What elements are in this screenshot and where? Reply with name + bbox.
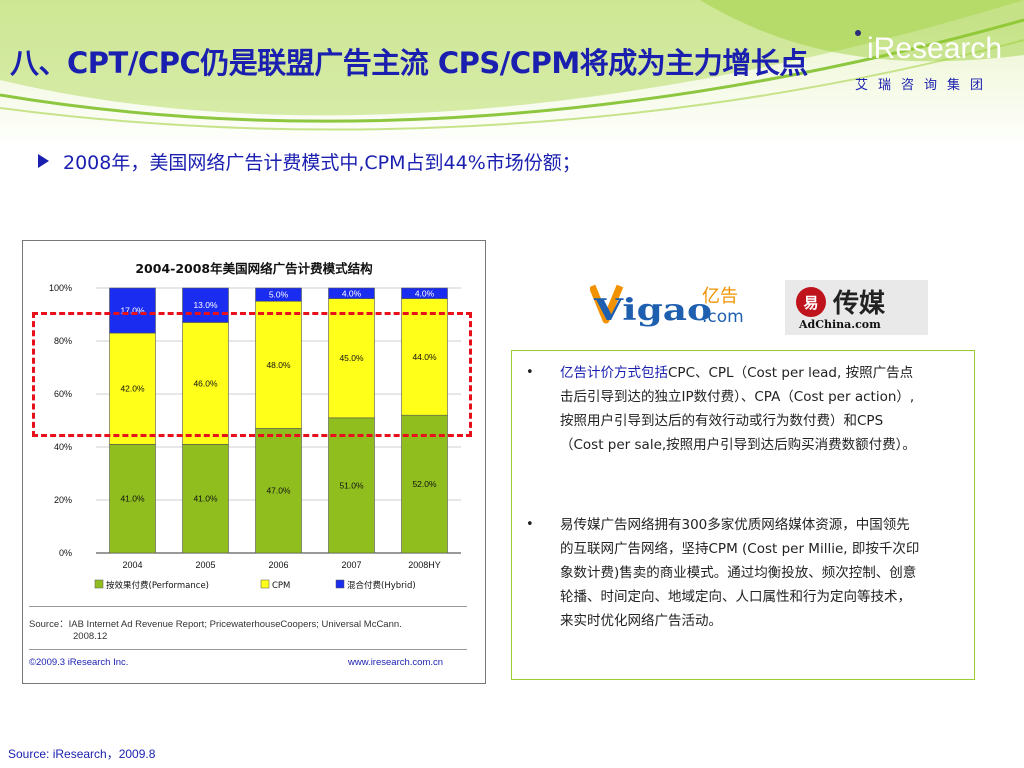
info-box: • 亿告计价方式包括CPC、CPL（Cost per lead, 按照广告点击后… (511, 350, 975, 680)
arrow-bullet-icon (38, 154, 49, 168)
info-item-vigao: • 亿告计价方式包括CPC、CPL（Cost per lead, 按照广告点击后… (526, 361, 920, 457)
iresearch-logo: iResearch 艾瑞咨询集团 (845, 30, 1020, 93)
y-tick-label: 0% (59, 548, 72, 558)
highlight-dashed-box (32, 312, 472, 437)
data-label: 41.0% (193, 494, 218, 504)
bullet-dot: • (526, 365, 534, 380)
chart-source-date: 2008.12 (73, 631, 108, 642)
logo-chinese: 艾瑞咨询集团 (855, 78, 994, 93)
x-tick-label: 2005 (195, 560, 215, 570)
x-tick-label: 2004 (122, 560, 142, 570)
bar-segment (109, 444, 156, 554)
bar-segment (255, 428, 302, 554)
vigao-com: .com (702, 307, 744, 327)
info-item-lead: 亿告计价方式包括 (560, 365, 668, 381)
info-item-adchina: • 易传媒广告网络拥有300多家优质网络媒体资源，中国领先的互联网广告网络，坚持… (526, 513, 920, 633)
y-tick-label: 80% (54, 336, 72, 346)
data-label: 41.0% (120, 494, 145, 504)
bar-segment (109, 332, 156, 445)
logo-dot-icon (855, 30, 861, 36)
x-tick-label: 2006 (268, 560, 288, 570)
adchina-emblem-icon (796, 287, 826, 317)
bar-segment (255, 300, 302, 429)
adchina-word: AdChina.com (798, 318, 881, 331)
divider-line (29, 649, 467, 650)
vigao-word: Vigao (593, 293, 712, 328)
adchina-cn: 传媒 (832, 289, 886, 319)
bar-segment (401, 298, 448, 416)
divider-line (29, 606, 467, 607)
legend-label: 混合付费(Hybrid) (347, 580, 416, 591)
copyright: ©2009.3 iResearch Inc. (29, 657, 129, 668)
legend-swatch (94, 579, 104, 589)
bar-segment (328, 417, 375, 554)
y-tick-label: 60% (54, 389, 72, 399)
website-link[interactable]: www.iresearch.com.cn (348, 657, 444, 668)
bullet-text: 2008年，美国网络广告计费模式中,CPM占到44%市场份额； (63, 152, 581, 174)
legend-label: CPM (272, 581, 290, 591)
logo-word: iResearch (867, 32, 1003, 65)
header-background (0, 0, 1024, 150)
bar-segment (109, 287, 156, 334)
y-tick-label: 40% (54, 442, 72, 452)
adchina-logo: 易 传媒 AdChina.com (785, 280, 928, 335)
x-tick-label: 2008HY (408, 560, 441, 570)
data-label: 4.0% (415, 288, 435, 298)
bar-segment (182, 287, 229, 323)
legend-swatch (260, 579, 270, 589)
bar-segment (328, 298, 375, 419)
y-tick-label: 100% (49, 283, 72, 293)
data-label: 46.0% (193, 378, 218, 388)
vigao-v-icon (590, 284, 624, 324)
info-item-text: CPC、CPL（Cost per lead, 按照广告点击后引导到达的独立IP数… (560, 365, 916, 453)
bullet-dot: • (526, 517, 534, 532)
bar-segment (255, 287, 302, 302)
data-label: 13.0% (193, 300, 218, 310)
legend-label: 按效果付费(Performance) (106, 580, 209, 591)
data-label: 48.0% (266, 360, 291, 370)
data-label: 52.0% (412, 479, 437, 489)
chart-source: Source：IAB Internet Ad Revenue Report; P… (29, 619, 402, 630)
stacked-bar-chart: 2004-2008年美国网络广告计费模式结构 0% 20% 40% 60% 80% 100… (49, 261, 461, 591)
bar-segment (401, 414, 448, 554)
chart-title: 2004-2008年美国网络广告计费模式结构 (135, 261, 372, 276)
y-tick-label: 20% (54, 495, 72, 505)
legend-swatch (335, 579, 345, 589)
info-item-text: 易传媒广告网络拥有300多家优质网络媒体资源，中国领先的互联网广告网络，坚持CP… (560, 517, 920, 629)
data-label: 17.0% (120, 306, 145, 316)
data-label: 4.0% (342, 288, 362, 298)
bar-segment (182, 322, 229, 445)
vigao-cn: 亿告 (702, 286, 738, 307)
bar-segment (328, 287, 375, 299)
data-label: 42.0% (120, 384, 145, 394)
svg-text:易: 易 (803, 294, 818, 312)
slide-title: 八、CPT/CPC仍是联盟广告主流 CPS/CPM将成为主力增长点 (10, 46, 808, 80)
data-label: 5.0% (269, 290, 289, 300)
data-label: 51.0% (339, 480, 364, 490)
vigao-logo: Vigao 亿告 .com (590, 284, 744, 328)
data-label: 47.0% (266, 486, 291, 496)
chart-panel: 2004-2008年美国网络广告计费模式结构 0% 20% 40% 60% 80% 100… (22, 240, 486, 684)
data-label: 44.0% (412, 352, 437, 362)
footer-source: Source: iResearch，2009.8 (8, 747, 156, 761)
bar-segment (401, 287, 448, 299)
data-label: 45.0% (339, 353, 364, 363)
bullet-line: 2008年，美国网络广告计费模式中,CPM占到44%市场份额； (38, 148, 581, 175)
x-tick-label: 2007 (341, 560, 361, 570)
